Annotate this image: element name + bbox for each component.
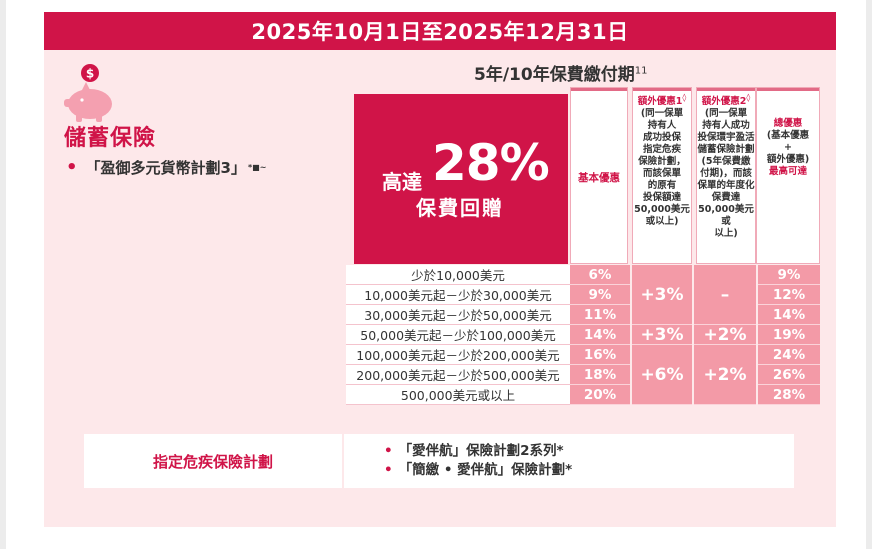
right-edge [866, 0, 872, 549]
total-line: 額外優惠) [766, 154, 810, 165]
extra2-group-cell: +2% [694, 345, 756, 405]
total-offer-cell: 12% [758, 285, 820, 305]
total-line: + [784, 142, 792, 153]
date-banner: 2025年10月1日至2025年12月31日 [44, 12, 836, 50]
extra1-line: 而該保單 [642, 168, 681, 180]
header-extra-offer-2: 額外優惠2◊ (同一保單 持有人成功 投保環宇盈活 儲蓄保險計劃 (5年保費繳 … [696, 87, 756, 264]
total-offer-cell: 14% [758, 305, 820, 325]
extra1-group-cell: +3% [632, 265, 692, 325]
total-offer-cell: 19% [758, 325, 820, 345]
piggy-bank-icon: $ [64, 64, 112, 122]
extra1-line: 保險計劃， [638, 156, 686, 168]
list-item: • 「簡繳 • 愛伴航」保險計劃* [384, 462, 573, 478]
period-footnote: 11 [634, 65, 648, 77]
extra1-line: (同一保單 [640, 108, 684, 120]
extra1-group-cell: +6% [632, 345, 692, 405]
promo-rebate: 保費回贈 [416, 196, 504, 220]
total-offer-cell: 28% [758, 385, 820, 405]
extra2-line: 投保環宇盈活 [697, 132, 755, 144]
extra2-line: 以上) [714, 228, 738, 240]
total-max: 最高可達 [768, 166, 807, 177]
total-offer-cell: 24% [758, 345, 820, 365]
svg-text:$: $ [86, 67, 94, 81]
extra2-line: 付期)，而該 [700, 168, 752, 180]
promo-box: 高達 28% 保費回贈 [354, 94, 568, 264]
extra1-line: 指定危疾 [642, 144, 681, 156]
total-offer-cell: 26% [758, 365, 820, 385]
basic-offer-cell: 14% [570, 325, 630, 345]
critical-illness-label: 指定危疾保險計劃 [84, 434, 344, 488]
extra2-group-cell: – [694, 265, 756, 325]
tier-range: 30,000美元起－少於50,000美元 [346, 305, 570, 325]
critical-illness-list: • 「愛伴航」保險計劃2系列* • 「簡繳 • 愛伴航」保險計劃* [384, 442, 572, 480]
tier-range: 200,000美元起－少於500,000美元 [346, 365, 570, 385]
plan-bullet: • 「盈御多元貨幣計劃3」 *■~ [66, 157, 266, 178]
critical-illness-section: 指定危疾保險計劃 • 「愛伴航」保險計劃2系列* • 「簡繳 • 愛伴航」保險計劃* [84, 434, 794, 488]
extra1-group-cell: +3% [632, 325, 692, 345]
tier-range: 100,000美元起－少於200,000美元 [346, 345, 570, 365]
header-basic-offer: 基本優惠 [570, 87, 628, 264]
basic-offer-cell: 18% [570, 365, 630, 385]
basic-offer-cell: 11% [570, 305, 630, 325]
basic-offer-cell: 6% [570, 265, 630, 285]
extra2-line: (5年保費繳 [701, 156, 751, 168]
tier-range: 50,000美元起－少於100,000美元 [346, 325, 570, 345]
extra1-line: 投保額達 [642, 192, 681, 204]
extra2-line: (同一保單 [704, 108, 748, 120]
header-extra-offer-1: 額外優惠1◊ (同一保單 持有人 成功投保 指定危疾 保險計劃， 而該保單 的原… [632, 87, 692, 264]
payment-period-title: 5年/10年保費繳付期11 [474, 60, 647, 85]
basic-offer-cell: 16% [570, 345, 630, 365]
header-basic-label: 基本優惠 [578, 171, 620, 184]
header-total-offer: 總優惠 (基本優惠 + 額外優惠) 最高可達 [756, 87, 820, 264]
period-text: 5年/10年保費繳付期 [474, 65, 635, 85]
total-line: 總優惠 [773, 118, 803, 129]
extra2-line: 保費達 [711, 192, 741, 204]
category-title: 儲蓄保險 [64, 126, 157, 151]
tier-range: 500,000美元或以上 [346, 385, 570, 405]
extra2-line: 50,000美元或 [698, 204, 754, 228]
basic-offer-cell: 9% [570, 285, 630, 305]
extra2-line: 儲蓄保險計劃 [697, 144, 755, 156]
extra2-line: 持有人成功 [702, 120, 750, 132]
extra1-line: 的原有 [647, 180, 677, 192]
tier-range: 少於10,000美元 [346, 265, 570, 285]
extra1-line: 成功投保 [642, 132, 681, 144]
promo-percent: 28% [432, 134, 550, 192]
list-item: • 「愛伴航」保險計劃2系列* [384, 443, 564, 459]
extra1-line: 持有人 [647, 120, 677, 132]
left-edge [0, 0, 6, 549]
promo-card: 2025年10月1日至2025年12月31日 $ 儲蓄保險 • 「盈御多元貨幣計… [44, 12, 836, 527]
extra1-line: 50,000美元 [634, 204, 690, 216]
extra1-title: 額外優惠1◊ [637, 93, 687, 108]
promo-upto: 高達 [382, 170, 422, 194]
total-line: (基本優惠 [766, 130, 810, 141]
extra2-title: 額外優惠2◊ [701, 93, 751, 108]
tier-range: 10,000美元起－少於30,000美元 [346, 285, 570, 305]
basic-offer-cell: 20% [570, 385, 630, 405]
extra2-line: 保單的年度化 [697, 180, 755, 192]
total-offer-cell: 9% [758, 265, 820, 285]
plan-name: 「盈御多元貨幣計劃3」 [85, 159, 246, 177]
extra1-line: 或以上) [645, 216, 679, 228]
extra2-group-cell: +2% [694, 325, 756, 345]
plan-footnote: *■~ [247, 163, 267, 172]
bullet-dot: • [66, 157, 78, 178]
